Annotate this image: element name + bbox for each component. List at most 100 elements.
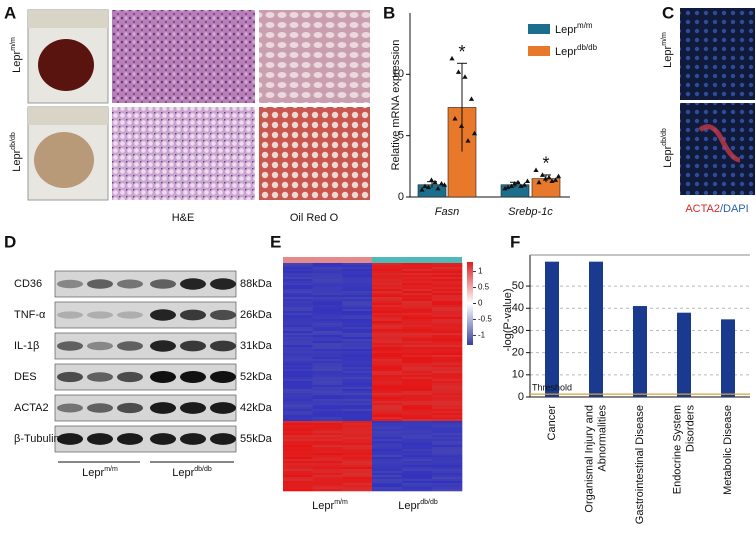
blot-band — [180, 371, 206, 383]
heat-cell — [312, 379, 343, 382]
heat-cell — [342, 335, 373, 338]
heat-cell — [312, 381, 343, 384]
heat-cell — [372, 263, 403, 266]
heat-cell — [402, 457, 433, 460]
heat-cell — [312, 415, 343, 418]
heat-cell — [312, 433, 343, 436]
heat-cell — [312, 409, 343, 412]
heat-cell — [402, 385, 433, 388]
heat-cell — [372, 471, 403, 474]
color-scale — [467, 262, 473, 345]
heat-cell — [342, 389, 373, 392]
row-label-base: Lepr — [11, 149, 23, 171]
heat-cell — [312, 301, 343, 304]
heat-cell — [283, 315, 313, 318]
group-label: Leprm/m — [312, 499, 348, 512]
heat-cell — [342, 409, 373, 412]
blot-band — [117, 433, 143, 445]
heat-cell — [342, 287, 373, 290]
heat-cell — [283, 403, 313, 406]
heat-cell — [432, 353, 463, 356]
heat-cell — [372, 383, 403, 386]
heat-cell — [312, 323, 343, 326]
heat-cell — [402, 293, 433, 296]
heat-cell — [372, 361, 403, 364]
heat-cell — [283, 453, 313, 456]
heat-cell — [372, 467, 403, 470]
heat-cell — [342, 459, 373, 462]
heat-cell — [342, 411, 373, 414]
heat-cell — [342, 417, 373, 420]
heat-cell — [432, 389, 463, 392]
heat-cell — [402, 401, 433, 404]
heat-cell — [402, 357, 433, 360]
heat-cell — [342, 371, 373, 374]
heat-cell — [372, 365, 403, 368]
heat-cell — [283, 319, 313, 322]
heat-cell — [312, 419, 343, 422]
blot-band — [87, 372, 113, 382]
heat-cell — [402, 351, 433, 354]
heat-cell — [432, 461, 463, 464]
heat-cell — [402, 359, 433, 362]
heat-cell — [312, 489, 343, 492]
heat-cell — [432, 477, 463, 480]
heat-cell — [312, 437, 343, 440]
heat-cell — [283, 353, 313, 356]
heat-cell — [283, 347, 313, 350]
heat-cell — [312, 263, 343, 266]
heat-cell — [283, 397, 313, 400]
blot-band — [210, 402, 236, 414]
heat-cell — [402, 455, 433, 458]
heat-cell — [432, 471, 463, 474]
data-point — [539, 172, 546, 177]
data-point — [465, 138, 471, 143]
heat-cell — [402, 487, 433, 490]
heat-cell — [402, 305, 433, 308]
heat-cell — [372, 317, 403, 320]
heat-cell — [312, 321, 343, 324]
heat-cell — [312, 315, 343, 318]
heat-cell — [432, 481, 463, 484]
heat-cell — [312, 279, 343, 282]
heat-cell — [342, 311, 373, 314]
group-bar — [283, 257, 372, 263]
heat-cell — [283, 281, 313, 284]
heat-cell — [312, 411, 343, 414]
heat-cell — [312, 335, 343, 338]
heat-cell — [312, 373, 343, 376]
heat-cell — [342, 339, 373, 342]
row-label-sup: m/m — [661, 32, 668, 46]
heat-cell — [312, 487, 343, 490]
heat-cell — [312, 297, 343, 300]
heat-cell — [372, 449, 403, 452]
heat-cell — [283, 421, 313, 424]
panel-letter: C — [662, 3, 674, 22]
heat-cell — [402, 283, 433, 286]
heat-cell — [432, 315, 463, 318]
heat-cell — [342, 305, 373, 308]
fluorescence-image — [680, 8, 755, 100]
heat-cell — [432, 393, 463, 396]
heat-cell — [342, 429, 373, 432]
heat-cell — [342, 443, 373, 446]
heat-cell — [402, 471, 433, 474]
heat-cell — [342, 295, 373, 298]
heat-cell — [283, 267, 313, 270]
heat-cell — [283, 277, 313, 280]
heat-cell — [283, 271, 313, 274]
heat-cell — [402, 463, 433, 466]
x-tick-label: Fasn — [435, 206, 459, 218]
heat-cell — [283, 287, 313, 290]
heat-cell — [432, 469, 463, 472]
heat-cell — [283, 429, 313, 432]
heat-cell — [372, 265, 403, 268]
heat-cell — [372, 429, 403, 432]
heat-cell — [372, 419, 403, 422]
heat-cell — [283, 329, 313, 332]
heat-cell — [342, 341, 373, 344]
heat-cell — [402, 381, 433, 384]
y-axis-label: Relative mRNA expression — [390, 40, 402, 171]
heat-cell — [372, 341, 403, 344]
data-point — [502, 185, 508, 191]
